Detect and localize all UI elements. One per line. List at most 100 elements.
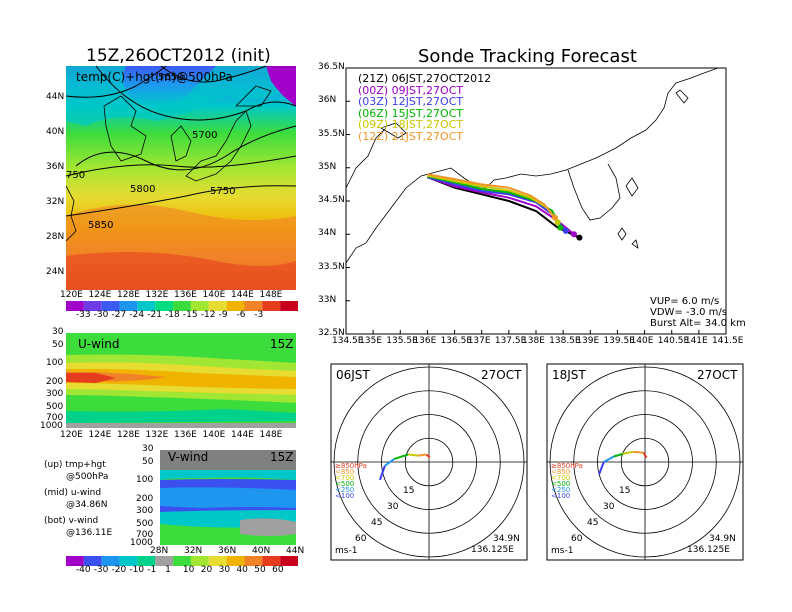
hodo-level: <850	[551, 468, 571, 476]
hodo-ring-label: 30	[387, 502, 399, 512]
colorbar-label: -6	[236, 310, 246, 320]
hodo-segment	[598, 461, 605, 475]
colorbar-swatch	[226, 301, 245, 311]
uwind-lon-tick: 148E	[259, 430, 283, 440]
hodo-level: <700	[551, 474, 571, 482]
track-landing-3	[557, 224, 564, 231]
track-landing-2	[562, 227, 569, 234]
colorbar-label: 1	[165, 565, 171, 575]
vwind-time: 15Z	[270, 450, 294, 464]
colorbar-label: -10	[129, 565, 145, 575]
vwind-p-tick: 50	[142, 457, 154, 467]
tracking-lat-tick: 36.5N	[318, 62, 345, 72]
vwind-panel	[160, 450, 296, 545]
colorbar-label: -30	[93, 310, 109, 320]
colorbar-swatch	[83, 301, 102, 311]
legend-entry: (12Z) 21JST,27OCT	[358, 129, 464, 143]
vwind-lat-tick: 32N	[184, 546, 203, 556]
hodo-level: <100	[335, 492, 355, 500]
map-lon-tick: 124E	[88, 290, 112, 300]
colorbar-label: -1	[147, 565, 157, 575]
contour-label-5850: 5850	[88, 220, 113, 231]
map-lat-tick: 24N	[46, 267, 65, 277]
hodo-date: 27OCT	[481, 368, 522, 382]
hodo-time: 06JST	[336, 368, 370, 382]
left-title: 15Z,26OCT2012 (init)	[86, 46, 271, 66]
hodo-ring-label: 45	[587, 518, 599, 528]
colorbar-swatch	[280, 556, 298, 566]
hodo-unit: ms-1	[335, 546, 358, 556]
colorbar-label: -27	[111, 310, 127, 320]
map-lon-tick: 136E	[174, 290, 197, 300]
hodo-level: ≥850hPa	[551, 462, 583, 470]
vwind-lat-tick: 44N	[286, 546, 305, 556]
contour-label-5650: 5650	[158, 72, 183, 83]
colorbar-swatch	[119, 301, 138, 311]
map-lat-tick: 36N	[46, 162, 65, 172]
vwind-p-tick: 200	[136, 494, 154, 504]
temp-colorbar	[66, 301, 298, 311]
vwind-p-tick: 300	[136, 506, 154, 516]
track-line-5	[427, 173, 556, 219]
info-line: Burst Alt= 34.0 km	[650, 318, 746, 329]
uwind-p-tick: 1000	[40, 421, 63, 431]
tracking-lon-tick: 139E	[576, 336, 600, 346]
hodo-segment	[408, 453, 419, 457]
tracking-lon-tick: 141E	[684, 336, 708, 346]
vwind-p-tick: 30	[142, 444, 154, 454]
colorbar-label: 20	[200, 565, 213, 575]
colorbar-swatch	[190, 301, 209, 311]
contour-label-5700: 5700	[192, 130, 217, 141]
uwind-p-tick: 30	[52, 327, 64, 337]
map-lon-tick: 148E	[259, 290, 283, 300]
map-lat-tick: 28N	[46, 232, 65, 242]
temp-hgt-map: 5850 5800 5750 5700 5650 750	[65, 65, 297, 290]
vwind-lat-tick: 36N	[218, 546, 237, 556]
tracking-lat-tick: 36N	[318, 95, 337, 106]
hodo-ring-label: 60	[355, 534, 367, 544]
legend-entry: (21Z) 06JST,27OCT2012	[358, 72, 492, 85]
uwind-lon-tick: 132E	[145, 430, 169, 440]
uwind-p-tick: 50	[52, 340, 64, 350]
track-landing-4	[554, 219, 561, 226]
tracking-lon-tick: 135E	[359, 336, 383, 346]
tracking-lon-tick: 140E	[630, 336, 654, 346]
note-line: @34.86N	[66, 500, 108, 510]
colorbar-swatch	[190, 556, 209, 566]
colorbar-label: -21	[147, 310, 162, 320]
colorbar-swatch	[173, 301, 191, 311]
hodo-date: 27OCT	[697, 368, 738, 382]
colorbar-label: -40	[75, 565, 91, 575]
colorbar-label: -24	[129, 310, 145, 320]
colorbar-label: 60	[272, 565, 284, 575]
tracking-lon-tick: 136.5E	[440, 336, 473, 346]
contour-label-750: 750	[66, 170, 85, 181]
hodo-segment	[622, 450, 634, 455]
hodo-ring-label: 15	[403, 486, 415, 496]
hodo-ring-label: 15	[619, 486, 631, 496]
map-lon-tick: 140E	[202, 290, 226, 300]
colorbar-swatch	[119, 556, 138, 566]
tracking-lon-tick: 140.5E	[657, 336, 690, 346]
hodo-level: ≥850hPa	[335, 462, 367, 470]
contour-label-5750: 5750	[210, 186, 235, 197]
tracking-lon-tick: 141.5E	[712, 336, 744, 346]
uwind-lon-tick: 124E	[88, 430, 112, 440]
colorbar-label: 50	[254, 565, 266, 575]
hodo-lat: 34.9N	[709, 534, 736, 544]
hodo-segment	[642, 452, 648, 459]
hodo-lon: 136.125E	[687, 545, 730, 555]
hodo-level: <250	[335, 486, 355, 494]
colorbar-swatch	[244, 556, 263, 566]
colorbar-swatch	[280, 301, 298, 311]
tracking-lat-tick: 32.5N	[318, 328, 345, 338]
tracking-lat-tick: 34N	[318, 228, 337, 239]
uwind-label: U-wind	[78, 337, 120, 351]
tracking-lon-tick: 136E	[413, 336, 437, 346]
colorbar-swatch	[226, 556, 245, 566]
track-landing-1	[571, 231, 577, 238]
legend-entry: (09Z) 18JST,27OCT	[358, 118, 464, 131]
map-lon-tick: 132E	[145, 290, 169, 300]
hodo-segment	[393, 453, 409, 460]
colorbar-label: -3	[254, 310, 264, 320]
